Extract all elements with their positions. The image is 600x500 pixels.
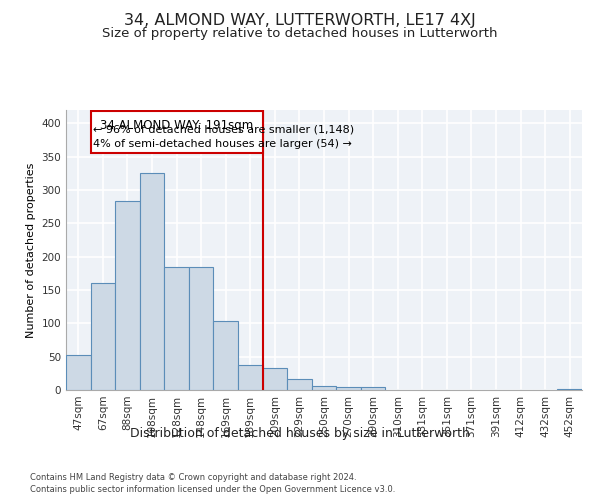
Bar <box>115 202 140 390</box>
Bar <box>361 388 385 390</box>
Bar <box>238 364 263 390</box>
Bar <box>312 386 336 390</box>
Text: 34 ALMOND WAY: 191sqm: 34 ALMOND WAY: 191sqm <box>100 120 253 132</box>
Text: Distribution of detached houses by size in Lutterworth: Distribution of detached houses by size … <box>130 428 470 440</box>
Text: 4% of semi-detached houses are larger (54) →: 4% of semi-detached houses are larger (5… <box>93 139 352 149</box>
Bar <box>91 284 115 390</box>
Bar <box>336 388 361 390</box>
Bar <box>557 388 582 390</box>
Bar <box>214 322 238 390</box>
Y-axis label: Number of detached properties: Number of detached properties <box>26 162 36 338</box>
Bar <box>263 368 287 390</box>
Bar <box>140 174 164 390</box>
Text: Contains public sector information licensed under the Open Government Licence v3: Contains public sector information licen… <box>30 485 395 494</box>
Text: ← 96% of detached houses are smaller (1,148): ← 96% of detached houses are smaller (1,… <box>93 125 354 135</box>
Text: Size of property relative to detached houses in Lutterworth: Size of property relative to detached ho… <box>102 28 498 40</box>
Bar <box>91 112 263 154</box>
Bar <box>189 266 214 390</box>
Text: 34, ALMOND WAY, LUTTERWORTH, LE17 4XJ: 34, ALMOND WAY, LUTTERWORTH, LE17 4XJ <box>124 12 476 28</box>
Bar <box>66 354 91 390</box>
Bar <box>164 266 189 390</box>
Bar <box>287 378 312 390</box>
Text: Contains HM Land Registry data © Crown copyright and database right 2024.: Contains HM Land Registry data © Crown c… <box>30 472 356 482</box>
